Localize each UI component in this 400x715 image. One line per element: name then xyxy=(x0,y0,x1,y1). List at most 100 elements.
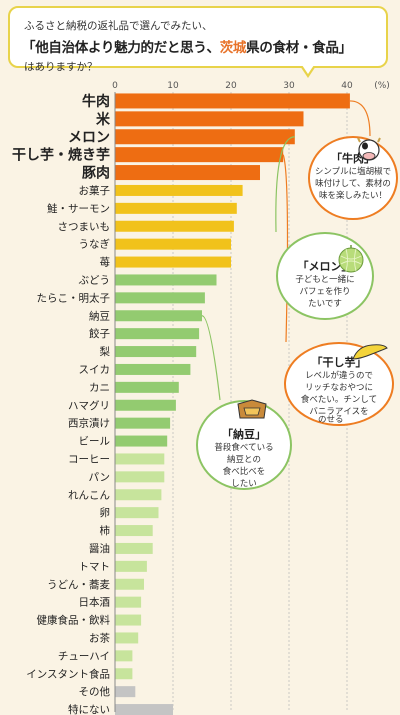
bar xyxy=(115,435,168,447)
bar xyxy=(115,111,304,127)
category-label: お菓子 xyxy=(79,185,111,197)
bar xyxy=(115,578,144,590)
callout-hoshiimo-line1: レベルが違うので xyxy=(304,371,373,381)
callout-beef: 「牛肉」 シンプルに塩胡椒で 味付けして、素材の 味を楽しみたい！ xyxy=(308,136,398,220)
category-label: カニ xyxy=(89,382,110,394)
callout-melon-title: 「メロン」 xyxy=(297,260,353,273)
bar xyxy=(115,453,165,465)
category-label: 干し芋・焼き芋 xyxy=(12,147,110,164)
connector-melon xyxy=(275,136,295,233)
callout-melon-line3: たいです xyxy=(308,299,342,309)
question-tail-inner xyxy=(302,65,314,74)
bar xyxy=(115,381,179,393)
question-box: ふるさと納税の返礼品で選んでみたい、 「他自治体より魅力的だと思う、茨城県の食材… xyxy=(8,6,388,73)
question-main-a: 「他自治体より魅力的だと思う、 xyxy=(22,40,220,56)
bar xyxy=(115,417,171,429)
category-label: 醤油 xyxy=(89,542,110,555)
bar xyxy=(115,165,260,181)
callout-hoshiimo-line5: のせる xyxy=(318,415,344,425)
bar xyxy=(115,668,133,680)
category-label: その他 xyxy=(79,685,111,698)
callout-hoshiimo-line3: 食べたい。チンして xyxy=(300,395,378,405)
category-label: 鮭・サーモン xyxy=(47,202,110,215)
bar xyxy=(115,346,197,358)
category-label: 卵 xyxy=(100,507,111,519)
bar xyxy=(115,471,165,483)
category-label: 苺 xyxy=(100,257,111,269)
category-label: メロン xyxy=(68,130,110,146)
category-label: 健康食品・飲料 xyxy=(37,614,111,627)
category-label: さつまいも xyxy=(58,221,111,233)
category-label: 牛肉 xyxy=(82,93,110,110)
bar xyxy=(115,256,231,268)
callout-natto-title: 「納豆」 xyxy=(222,428,266,441)
bar xyxy=(115,507,159,519)
x-tick-label: 0 xyxy=(112,81,118,91)
bar xyxy=(115,542,153,554)
question-pre: ふるさと納税の返礼品で選んでみたい、 xyxy=(24,20,213,32)
bar xyxy=(115,328,200,340)
category-label: 米 xyxy=(96,111,111,128)
callout-beef-line3: 味を楽しみたい！ xyxy=(318,191,387,201)
callout-melon-line1: 子どもと一緒に xyxy=(295,275,355,285)
bar xyxy=(115,650,133,662)
melon-icon xyxy=(336,244,366,274)
category-label: インスタント食品 xyxy=(26,667,110,680)
callout-hoshiimo-line4: バニラアイスを xyxy=(309,407,369,417)
category-label: 西京漬け xyxy=(68,417,110,430)
bar xyxy=(115,686,136,698)
callout-hoshiimo: 「干し芋」 レベルが違うので リッチなおやつに 食べたい。チンして バニラアイス… xyxy=(284,342,394,426)
natto-icon xyxy=(236,398,268,422)
category-label: コーヒー xyxy=(68,453,110,465)
axis-unit: (%) xyxy=(374,81,390,91)
category-label: 梨 xyxy=(100,345,111,358)
bar xyxy=(115,560,147,572)
bar xyxy=(115,184,243,196)
callout-natto-line4: したい xyxy=(231,479,257,489)
callout-beef-line1: シンプルに塩胡椒で xyxy=(314,167,392,177)
bar xyxy=(115,525,153,537)
callout-hoshiimo-line2: リッチなおやつに xyxy=(304,383,373,393)
category-label: うどん・蕎麦 xyxy=(47,579,110,591)
bar xyxy=(115,310,202,322)
category-label: 日本酒 xyxy=(79,596,111,609)
category-label: スイカ xyxy=(79,364,111,376)
bar xyxy=(115,220,234,232)
bar xyxy=(115,292,205,304)
category-label: 餃子 xyxy=(89,327,110,340)
hoshiimo-icon xyxy=(350,342,390,364)
category-label: 豚肉 xyxy=(82,165,110,182)
category-label: 特にない xyxy=(68,704,110,715)
category-label: たらこ・明太子 xyxy=(37,291,111,304)
bar xyxy=(115,399,176,411)
question-main-b: 県の食材・食品」 xyxy=(246,40,352,56)
bar xyxy=(115,704,173,715)
callout-beef-line2: 味付けして、素材の xyxy=(315,179,391,189)
bar xyxy=(115,632,139,644)
callout-natto-line1: 普段食べている xyxy=(214,443,274,453)
callout-natto-line2: 納豆との xyxy=(227,455,261,465)
category-label: チューハイ xyxy=(58,650,110,662)
bar xyxy=(115,129,295,145)
bar xyxy=(115,147,284,163)
x-tick-label: 20 xyxy=(225,81,237,91)
bar xyxy=(115,202,237,214)
question-main: 「他自治体より魅力的だと思う、茨城県の食材・食品」 xyxy=(22,36,352,56)
x-tick-label: 10 xyxy=(167,81,179,91)
callout-natto-line3: 食べ比べを xyxy=(222,467,266,477)
category-label: ハマグリ xyxy=(68,399,110,412)
callout-beef-title: 「牛肉」 xyxy=(331,152,375,165)
category-label: ビール xyxy=(79,436,111,448)
category-label: 納豆 xyxy=(89,309,110,322)
callout-melon-line2: パフェを作り xyxy=(299,287,351,297)
bar xyxy=(115,238,231,250)
question-post: はありますか？ xyxy=(24,61,98,73)
bar xyxy=(115,489,162,501)
category-label: ぶどう xyxy=(79,274,111,286)
category-label: うなぎ xyxy=(79,238,111,251)
category-label: 柿 xyxy=(100,524,111,537)
connector-natto xyxy=(201,315,221,401)
x-tick-label: 40 xyxy=(341,81,353,91)
category-label: れんこん xyxy=(68,489,110,501)
